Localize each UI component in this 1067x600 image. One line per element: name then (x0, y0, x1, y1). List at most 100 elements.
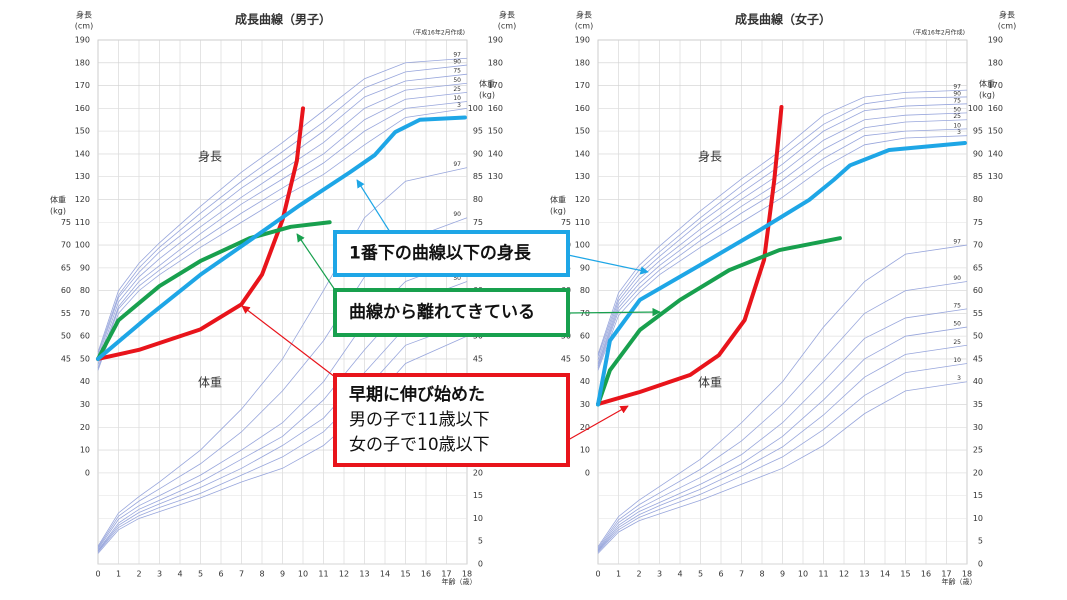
y-tick-label: 90 (580, 263, 590, 272)
x-tick-label: 6 (718, 570, 723, 579)
y-tick-label: 10 (580, 446, 590, 455)
y2-tick-label: 100 (968, 104, 983, 113)
y2-tick-label-left: 45 (61, 354, 71, 363)
y2-tick-label: 85 (473, 172, 483, 181)
x-tick-label: 9 (280, 570, 285, 579)
percentile-label: 10 (953, 122, 961, 129)
percentile-line (597, 344, 968, 552)
percentile-label: 97 (453, 52, 461, 59)
x-tick-label: 14 (380, 570, 390, 579)
y2-tick-label: 90 (473, 149, 483, 158)
x-tick-label: 5 (698, 570, 703, 579)
y2-axis-label: 体重 (50, 195, 66, 205)
y-tick-label: 180 (575, 58, 590, 67)
y2-tick-label: 35 (973, 400, 983, 409)
y-tick-label: 60 (580, 332, 590, 341)
chart-note: (平成16年2月作成) (913, 29, 965, 37)
y2-tick-label: 95 (473, 127, 483, 136)
x-tick-label: 2 (636, 570, 641, 579)
y-tick-label: 50 (580, 354, 590, 363)
y-tick-label-right: 190 (988, 36, 1003, 45)
y2-axis-label-right: 体重 (479, 79, 495, 89)
y2-tick-label: 20 (473, 468, 483, 477)
y-tick-label-right: 160 (988, 104, 1003, 113)
percentile-label: 10 (953, 357, 961, 364)
y-tick-label-right: 170 (988, 81, 1003, 90)
y2-tick-label: 10 (973, 514, 983, 523)
percentile-line (597, 326, 968, 551)
y2-tick-label: 15 (473, 491, 483, 500)
x-tick-label: 10 (298, 570, 308, 579)
y-axis-label: (cm) (575, 22, 593, 31)
percentile-line (597, 363, 968, 553)
y2-tick-label: 45 (473, 354, 483, 363)
y-tick-label: 90 (80, 263, 90, 272)
x-tick-label: 10 (798, 570, 808, 579)
y2-axis-label-right: (kg) (979, 91, 995, 100)
highlight-line (96, 220, 332, 361)
arrow (567, 307, 661, 317)
y2-tick-label: 85 (973, 172, 983, 181)
percentile-label: 90 (953, 275, 961, 282)
y-tick-label: 30 (580, 400, 590, 409)
y2-tick-label-left: 65 (61, 263, 71, 272)
y2-tick-label: 50 (973, 332, 983, 341)
y-tick-label-right: 160 (488, 104, 503, 113)
percentile-label: 75 (953, 97, 961, 104)
percentile-label: 50 (953, 106, 961, 113)
y2-axis-label: (kg) (50, 207, 66, 216)
region-label: 身長 (198, 149, 222, 164)
percentile-label: 3 (957, 129, 961, 136)
highlight-line (96, 106, 305, 361)
y-tick-label: 0 (85, 468, 90, 477)
x-tick-label: 7 (739, 570, 744, 579)
x-tick-label: 15 (900, 570, 910, 579)
x-tick-label: 8 (759, 570, 764, 579)
x-tick-label: 17 (441, 570, 451, 579)
percentile-label: 50 (453, 77, 461, 84)
y2-tick-label: 0 (978, 560, 983, 569)
y-tick-label-right: 140 (488, 149, 503, 158)
percentile-line (97, 303, 468, 552)
y2-tick-label-left: 75 (561, 218, 571, 227)
x-tick-label: 6 (218, 570, 223, 579)
y-tick-label: 160 (575, 104, 590, 113)
y-tick-label: 130 (575, 172, 590, 181)
x-tick-label: 11 (818, 570, 828, 579)
annotation-box (333, 373, 570, 467)
y2-tick-label-left: 55 (61, 309, 71, 318)
y-tick-label: 40 (80, 377, 90, 386)
percentile-line (97, 107, 468, 371)
y-tick-label: 50 (80, 354, 90, 363)
percentile-label: 90 (453, 211, 461, 218)
x-tick-label: 5 (198, 570, 203, 579)
percentile-line (97, 73, 468, 358)
region-label: 体重 (198, 376, 222, 390)
annotation-text: 男の子で11歳以下 (349, 410, 490, 430)
percentile-line (97, 64, 468, 355)
chart-title: 成長曲線（男子） (235, 12, 331, 27)
y2-tick-label: 45 (973, 354, 983, 363)
y-tick-label-right: 150 (988, 127, 1003, 136)
percentile-line (597, 308, 968, 550)
y2-tick-label-left: 50 (61, 332, 71, 341)
region-label: 体重 (698, 376, 722, 390)
percentile-label: 50 (953, 321, 961, 328)
y-tick-label: 190 (575, 36, 590, 45)
y-tick-label-right: 180 (488, 58, 503, 67)
x-tick-label: 4 (177, 570, 182, 579)
y-tick-label: 110 (575, 218, 590, 227)
percentile-line (597, 119, 968, 366)
y2-tick-label-left: 75 (61, 218, 71, 227)
y2-tick-label: 75 (973, 218, 983, 227)
percentile-line (97, 167, 468, 547)
percentile-label: 50 (453, 275, 461, 282)
region-label: 身長 (698, 149, 722, 164)
x-tick-label: 18 (462, 570, 472, 579)
annotation-text: 曲線から離れてきている (349, 302, 535, 323)
percentile-label: 25 (953, 339, 961, 346)
y2-tick-label: 5 (478, 537, 483, 546)
y2-tick-label: 80 (473, 195, 483, 204)
x-tick-label: 2 (136, 570, 141, 579)
y-tick-label-right: 130 (988, 172, 1003, 181)
